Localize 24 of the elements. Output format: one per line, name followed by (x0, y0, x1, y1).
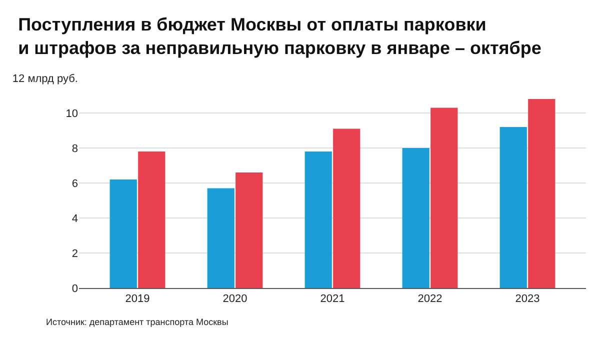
bar (430, 108, 458, 288)
y-tick-label: 12 млрд руб. (12, 72, 78, 85)
bar (528, 99, 556, 288)
text: Источник: департамент транспорта Москвы (46, 317, 228, 327)
bar (236, 172, 263, 288)
y-tick-label: 6 (72, 178, 78, 190)
x-tick-label: 2020 (222, 293, 248, 306)
y-tick-label: 10 (66, 108, 78, 120)
y-tick-label: 2 (72, 248, 78, 260)
bar (304, 152, 332, 288)
y-tick-label: 0 (72, 282, 78, 295)
bar (110, 180, 137, 288)
y-tick-label: 4 (72, 212, 78, 225)
bar (207, 188, 234, 288)
chart-title: Поступления в бюджет Москвы от оплаты парковки и штрафов за неправильную парковку в январе – октябре (18, 14, 542, 58)
bar (138, 152, 166, 288)
y-tick-label: 8 (72, 142, 78, 155)
bar (500, 127, 527, 288)
bar (402, 148, 430, 288)
bar (333, 128, 360, 288)
x-tick-label: 2019 (125, 293, 150, 306)
x-tick-label: 2022 (418, 293, 442, 306)
x-tick-label: 2023 (515, 293, 540, 306)
x-tick-label: 2021 (320, 293, 345, 306)
